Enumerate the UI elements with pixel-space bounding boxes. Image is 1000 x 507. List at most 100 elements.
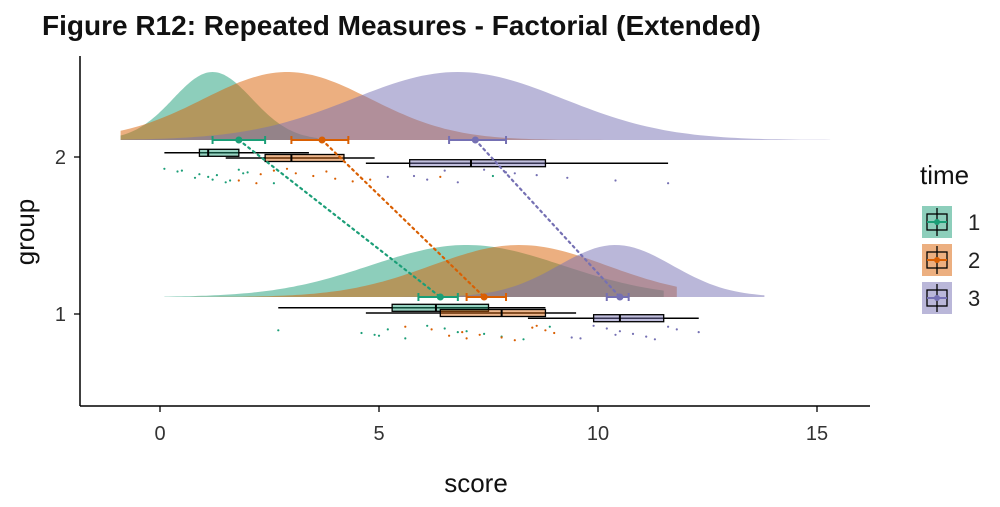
mean-connection-time1	[237, 138, 442, 299]
raw-point	[483, 332, 486, 335]
mean-point	[471, 136, 479, 144]
box-iqr	[198, 148, 240, 157]
raw-point	[448, 334, 451, 337]
chart-title: Figure R12: Repeated Measures - Factoria…	[42, 10, 761, 41]
raw-point	[614, 333, 617, 336]
raw-point	[377, 334, 381, 337]
legend: time 1 2 3	[920, 160, 980, 314]
raw-point	[180, 169, 183, 172]
raw-point	[570, 336, 573, 339]
raw-point	[535, 324, 538, 327]
raw-point	[522, 338, 525, 341]
y-axis-title: group	[10, 199, 40, 266]
raw-point	[667, 182, 670, 185]
raw-point	[426, 324, 429, 327]
legend-key-point	[934, 219, 940, 225]
x-axis-title: score	[444, 468, 508, 498]
raw-point	[513, 339, 516, 342]
y-axis-ticks: 12	[55, 147, 80, 326]
raw-point	[373, 333, 376, 336]
raw-point	[513, 172, 516, 175]
raw-point	[443, 327, 446, 330]
raw-point	[277, 329, 280, 332]
raw-point	[176, 170, 179, 173]
raw-point	[618, 330, 622, 333]
raw-point	[439, 175, 442, 178]
raw-point	[312, 174, 315, 178]
raw-point	[198, 173, 201, 176]
raw-point	[478, 333, 481, 336]
raw-point	[255, 182, 258, 185]
density-cloud-group2-time2	[120, 72, 669, 140]
boxplots	[164, 148, 699, 323]
raw-point	[215, 174, 218, 177]
raw-point	[285, 167, 289, 170]
raw-point	[294, 172, 297, 175]
mean-markers	[211, 136, 630, 301]
raw-point	[426, 178, 429, 181]
x-tick-label: 5	[373, 423, 384, 445]
raw-point	[242, 172, 245, 175]
mean-connection-time3	[474, 138, 622, 299]
raw-point	[465, 330, 468, 333]
raw-point	[211, 178, 214, 181]
legend-label-time1: 1	[968, 210, 980, 235]
raw-point	[614, 179, 617, 182]
raw-point	[412, 174, 416, 178]
raw-point	[207, 175, 210, 178]
raw-point	[360, 331, 363, 335]
raw-point	[224, 181, 227, 184]
raw-point	[592, 324, 595, 327]
raw-point	[246, 171, 249, 174]
raw-point	[237, 168, 240, 171]
raw-point	[465, 337, 468, 340]
raw-point	[483, 168, 486, 171]
y-tick-label: 2	[55, 147, 66, 169]
x-tick-label: 10	[587, 423, 609, 445]
raw-point	[351, 180, 354, 183]
legend-title: time	[920, 160, 969, 190]
raw-point	[334, 177, 337, 180]
box-iqr	[592, 314, 665, 323]
raw-point	[605, 327, 608, 330]
legend-label-time2: 2	[968, 248, 980, 273]
raw-point	[163, 167, 166, 170]
raw-point	[193, 176, 197, 179]
raw-point	[456, 331, 459, 334]
raw-point	[500, 336, 503, 339]
box-iqr	[439, 308, 547, 318]
box-iqr	[409, 159, 547, 168]
raw-point	[631, 332, 635, 335]
raw-point	[548, 325, 551, 328]
x-tick-label: 15	[806, 423, 828, 445]
raw-point	[272, 169, 275, 172]
x-tick-label: 0	[154, 423, 165, 445]
raw-point	[369, 178, 372, 181]
raw-point	[645, 335, 648, 338]
raw-point	[566, 176, 569, 179]
legend-key-point	[934, 295, 940, 301]
raw-point	[544, 329, 547, 332]
raw-point	[553, 331, 556, 335]
raw-point	[229, 179, 232, 182]
raw-point	[531, 326, 534, 329]
legend-label-time3: 3	[968, 286, 980, 311]
raw-point	[325, 170, 328, 173]
mean-point	[480, 293, 488, 301]
y-tick-label: 1	[55, 304, 66, 326]
raw-point	[579, 337, 582, 340]
box-iqr	[264, 153, 345, 163]
density-cloud-group1-time3	[164, 245, 765, 297]
mean-point	[436, 293, 444, 301]
raw-point	[461, 331, 464, 334]
mean-point	[235, 136, 243, 144]
raw-point	[456, 181, 459, 184]
legend-key-point	[934, 257, 940, 263]
raw-point	[237, 179, 240, 182]
raw-point	[404, 325, 407, 328]
raw-point	[653, 338, 657, 341]
raw-point	[430, 328, 433, 331]
raw-point	[272, 182, 275, 185]
raw-point	[675, 328, 678, 331]
